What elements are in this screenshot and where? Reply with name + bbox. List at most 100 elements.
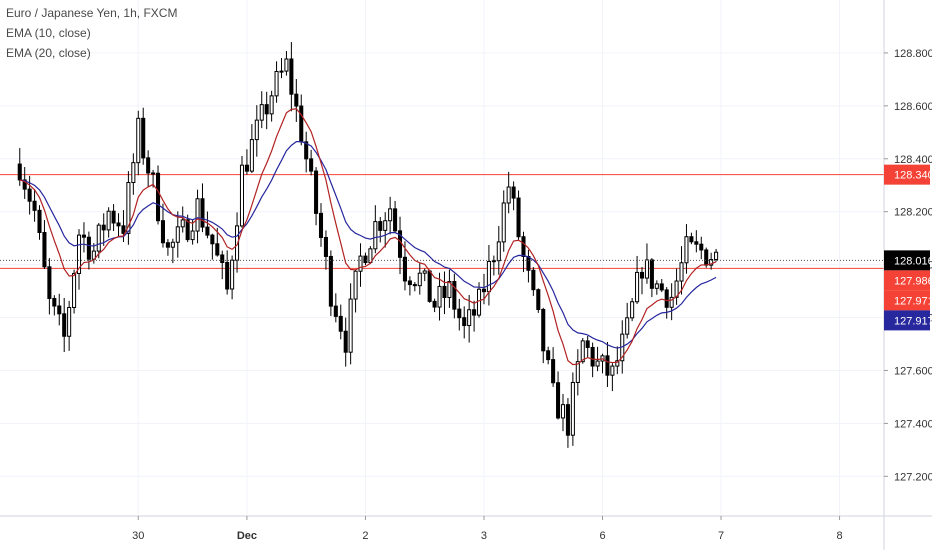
candle-body	[318, 212, 324, 238]
candle-body	[62, 313, 67, 337]
horizontal-lines[interactable]	[0, 174, 884, 269]
candle-body	[230, 259, 235, 290]
candle-body	[72, 272, 77, 308]
candle-body	[165, 242, 170, 248]
candle-body	[709, 259, 714, 266]
candle-body	[610, 365, 615, 376]
candle-body	[472, 309, 477, 316]
candle-body	[338, 315, 343, 332]
price-tick-label: 127.200	[894, 471, 932, 483]
candle-body	[501, 202, 506, 243]
candle-body	[205, 226, 210, 236]
candle-body	[121, 225, 126, 234]
candle-body	[684, 236, 689, 264]
price-tag-label: 128.340	[894, 170, 932, 182]
price-tick-label: 128.200	[894, 207, 932, 219]
candle-body	[452, 281, 457, 310]
candle-body	[669, 296, 674, 308]
price-tags: 128.340 128.016 127.986 127.971 127.917	[884, 164, 932, 331]
candle-body	[437, 285, 442, 308]
candle-body	[299, 105, 304, 143]
time-tick-label: 6	[599, 530, 605, 542]
candle-body	[160, 220, 166, 244]
candle-body	[81, 234, 86, 238]
candle-body	[659, 283, 664, 291]
candle-body	[393, 208, 398, 232]
candle-body	[590, 346, 595, 367]
candle-body	[447, 281, 452, 298]
candle-body	[190, 230, 195, 241]
candle-body	[462, 317, 467, 327]
candle-body	[101, 224, 106, 231]
candle-body	[151, 172, 156, 175]
price-tag-price	[884, 250, 930, 271]
candle-body	[402, 256, 407, 282]
candle-body	[575, 361, 580, 383]
candle-body	[210, 234, 215, 245]
candle-body	[615, 360, 620, 367]
ema20-legend[interactable]: EMA (20, close)	[6, 46, 91, 60]
candle-body	[279, 70, 284, 73]
candle-body	[343, 330, 348, 353]
candle-body	[595, 360, 600, 367]
candle-body	[111, 210, 116, 224]
candle-body	[274, 71, 279, 97]
ema10-legend[interactable]: EMA (10, close)	[6, 26, 91, 40]
time-axis[interactable]: 30 Dec 2 3 6 7 8	[0, 515, 932, 542]
candle-body	[679, 262, 684, 282]
candle-body	[239, 164, 245, 227]
time-tick-label: 7	[718, 530, 724, 542]
candle-body	[699, 243, 704, 251]
candle-body	[106, 210, 111, 231]
candle-body	[407, 280, 412, 286]
candle-body	[521, 236, 526, 257]
candle-body	[304, 141, 309, 160]
candle-body	[511, 186, 516, 199]
price-tag-label: 127.917	[894, 315, 932, 327]
ema20-line	[19, 141, 717, 349]
price-tick-label: 127.600	[894, 365, 932, 377]
candle-body	[565, 404, 570, 436]
candle-body	[417, 272, 422, 287]
candle-body	[348, 298, 353, 353]
candle-body	[491, 260, 496, 263]
candle-body	[605, 355, 610, 376]
candle-body	[294, 93, 299, 107]
candle-body	[264, 104, 269, 115]
candle-body	[580, 340, 585, 363]
symbol-title[interactable]: Euro / Japanese Yen, 1h, FXCM	[6, 6, 178, 20]
candle-body	[86, 236, 91, 260]
candle-body	[220, 254, 225, 263]
ema10-line	[19, 108, 717, 366]
candle-body	[52, 297, 57, 307]
candle-body	[146, 157, 151, 174]
candle-body	[422, 270, 427, 274]
candle-body	[180, 219, 185, 228]
candle-body	[486, 260, 491, 293]
candle-body	[27, 188, 32, 202]
candle-body	[314, 170, 319, 214]
price-tag-ema20	[884, 310, 930, 331]
candle-body	[175, 226, 180, 243]
candle-body	[635, 271, 640, 303]
candle-body	[625, 317, 630, 335]
candle-body	[244, 164, 249, 172]
time-tick-label: 2	[362, 530, 368, 542]
candle-body	[654, 283, 659, 289]
candle-body	[185, 219, 190, 241]
time-tick-label: 8	[836, 530, 842, 542]
candle-body	[57, 305, 62, 315]
candle-body	[694, 241, 699, 245]
price-tick-label: 128.800	[894, 48, 932, 60]
price-tick-label: 127.400	[894, 418, 932, 430]
candle-body	[570, 381, 575, 436]
candle-body	[674, 280, 679, 298]
candle-body	[477, 288, 482, 316]
candle-body	[541, 308, 546, 352]
candle-body	[481, 288, 487, 293]
candle-body	[42, 232, 47, 268]
candle-body	[126, 182, 131, 234]
candle-body	[516, 197, 521, 238]
candle-body	[141, 117, 146, 159]
